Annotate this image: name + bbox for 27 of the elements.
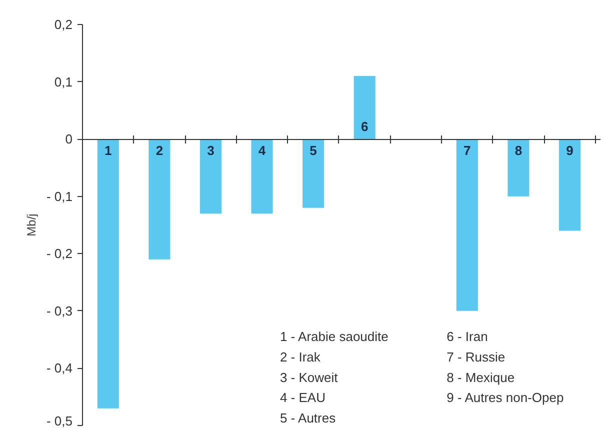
annotation: 7 - Russie: [446, 350, 506, 365]
y-tick-label: - 0,4: [46, 360, 73, 376]
y-tick-label: - 0,1: [46, 188, 73, 204]
annotation: 1 - Arabie saoudite: [280, 329, 388, 344]
x-tick-label: 5: [310, 143, 317, 158]
x-tick-label: 7: [464, 143, 471, 158]
y-tick-label: 0,2: [54, 17, 73, 32]
annotation: 8 - Mexique: [446, 370, 515, 385]
y-axis-title: Mb/j: [24, 214, 38, 236]
y-tick-label: - 0,5: [46, 414, 73, 428]
annotation: 3 - Koweit: [280, 370, 338, 385]
annotation: 5 - Autres: [280, 410, 336, 426]
annotation: 4 - EAU: [280, 390, 326, 406]
annotation: 9 - Autres non-Opep: [446, 390, 564, 406]
x-tick-label: 4: [258, 143, 266, 158]
y-tick-label: 0: [65, 132, 73, 147]
x-tick-label: 6: [360, 119, 368, 134]
x-tick-label: 9: [566, 143, 574, 158]
x-tick-label: 2: [156, 143, 164, 158]
x-tick-label: 3: [207, 143, 214, 158]
y-tick-label: - 0,2: [46, 246, 73, 262]
y-tick-label: 0,1: [54, 74, 73, 90]
x-tick-label: 8: [514, 143, 522, 158]
annotation: 6 - Iran: [446, 329, 488, 344]
annotation: 2 - Irak: [280, 350, 321, 365]
x-tick-label: 1: [104, 143, 112, 158]
y-tick-label: - 0,3: [46, 303, 73, 318]
